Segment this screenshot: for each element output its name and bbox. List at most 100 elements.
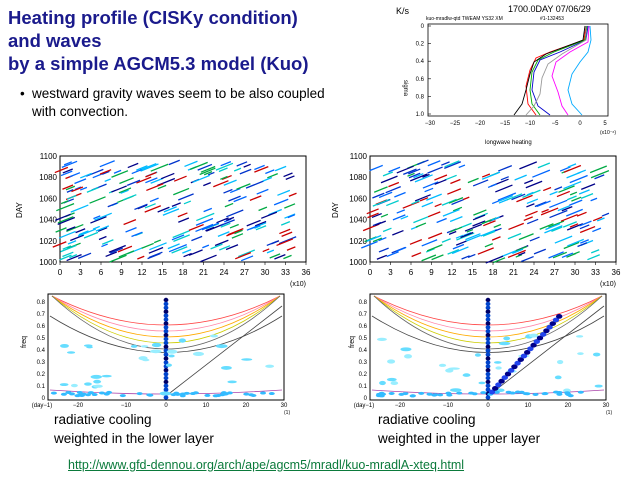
rspec-power-blob — [438, 363, 447, 367]
left-hov-xticks: 0 3 6 9 12 15 18 21 24 27 30 33 36 — [58, 262, 311, 277]
rhov-streak — [431, 254, 444, 261]
rhov-streak — [580, 193, 594, 199]
rhov-streak — [392, 229, 404, 236]
rhov-streak — [372, 198, 390, 207]
rhov-streak — [449, 226, 463, 233]
lhov-xtick: 6 — [99, 268, 104, 277]
rhov-streak — [508, 222, 525, 231]
inset-xtick: 5 — [603, 121, 607, 127]
lspec-ytick: 0.4 — [37, 348, 46, 354]
rhov-streak — [411, 252, 422, 258]
rhov-streak — [562, 221, 577, 228]
lhov-streak — [229, 187, 241, 194]
rhov-streak — [554, 235, 573, 244]
rspec-kelvin-blob — [492, 386, 499, 391]
rspec-kelvin-blob — [504, 371, 512, 377]
rhov-streak — [590, 169, 610, 179]
lhov-streak — [210, 243, 223, 250]
rhov-streak — [566, 223, 584, 231]
rspec-ytick: 0 — [364, 396, 368, 402]
rhov-streak — [411, 200, 420, 205]
lhov-streak — [196, 212, 215, 222]
lhov-xtick: 0 — [58, 268, 63, 277]
rhov-streak — [492, 257, 506, 264]
inset-ytick: 0.4 — [416, 59, 425, 65]
lhov-streak — [83, 231, 99, 239]
rspec-xtick: −20 — [395, 403, 406, 409]
rspec-zero-wavenumber-blob — [485, 356, 491, 361]
rhov-streak — [563, 180, 582, 190]
rspec-zero-wavenumber-blob — [485, 352, 491, 357]
lhov-streak — [238, 249, 256, 258]
lhov-streak — [203, 207, 213, 213]
lspec-low-freq-blob — [91, 393, 98, 397]
lhov-streak — [258, 206, 268, 212]
inset-xtick: −20 — [475, 121, 486, 127]
rhov-streak — [441, 198, 457, 206]
rhov-streak — [572, 251, 580, 256]
lhov-streak — [75, 228, 86, 234]
rhov-xtick: 0 — [368, 268, 373, 277]
lspec-zero-wavenumber-blob — [163, 332, 169, 338]
rhov-xtick: 12 — [448, 268, 457, 277]
lspec-xtick: 20 — [243, 403, 250, 409]
rhov-streak — [526, 198, 539, 205]
lhov-streak — [277, 189, 291, 196]
profile-line-grey — [525, 26, 587, 116]
lhov-streak — [145, 171, 157, 178]
rspec-power-blob — [592, 352, 601, 357]
rhov-streak — [408, 168, 421, 175]
rhov-ytick: 1100 — [350, 152, 368, 161]
lspec-xtick: 10 — [203, 403, 210, 409]
lhov-ytick: 1100 — [40, 152, 58, 161]
rspec-kelvin-blob — [540, 332, 547, 337]
lhov-streak — [224, 202, 234, 208]
lspec-zero-wavenumber-blob — [163, 317, 169, 322]
lhov-streak — [168, 159, 180, 166]
inset-ytick: 0.2 — [416, 42, 425, 48]
rhov-streak — [444, 161, 462, 169]
right-hov-xticks: 0 3 6 9 12 15 18 21 24 27 30 33 36 — [368, 262, 621, 277]
rspec-kelvin-blob — [508, 368, 515, 373]
rhov-streak — [567, 163, 577, 168]
rhov-streak — [498, 195, 514, 202]
rspec-ytick: 0.6 — [359, 324, 368, 330]
profile-line-blue — [531, 25, 589, 116]
rhov-streak — [483, 220, 496, 227]
lhov-streak — [101, 239, 114, 245]
lhov-streak — [117, 245, 133, 253]
rhov-streak — [426, 244, 443, 252]
rhov-streak — [426, 193, 442, 201]
lspec-power-blob — [241, 358, 253, 361]
rhov-streak — [444, 174, 457, 181]
rhov-streak — [543, 186, 552, 192]
rspec-low-freq-blob — [480, 391, 487, 395]
lspec-low-freq-blob — [76, 390, 83, 394]
lspec-low-freq-blob — [98, 391, 105, 395]
lhov-streak — [182, 249, 192, 254]
rspec-ytick: 0.5 — [359, 336, 368, 342]
lspec-zero-wavenumber-blob — [163, 383, 169, 388]
lhov-streak — [86, 187, 99, 193]
rhov-streak — [450, 178, 461, 185]
title-line-3: by a simple AGCM5.3 model (Kuo) — [8, 53, 309, 74]
lspec-power-blob — [215, 344, 228, 349]
rhov-streak — [395, 246, 407, 253]
rspec-xtick: 0 — [486, 403, 490, 409]
rhov-streak — [558, 185, 575, 193]
rspec-kelvin-blob — [514, 360, 521, 366]
lhov-streak — [274, 165, 287, 172]
rhov-xtick: 33 — [591, 268, 600, 277]
lhov-streak — [136, 165, 148, 171]
rhov-streak — [524, 179, 534, 185]
source-link[interactable]: http://www.gfd-dennou.org/arch/ape/agcm5… — [68, 458, 465, 472]
rhov-streak — [466, 228, 474, 233]
lhov-streak — [246, 219, 261, 227]
lhov-streak — [66, 253, 82, 262]
lspec-xtick: −10 — [121, 403, 132, 409]
lspec-low-freq-blob — [80, 392, 87, 396]
lspec-low-freq-blob — [106, 390, 113, 394]
rhov-streak — [580, 183, 596, 191]
